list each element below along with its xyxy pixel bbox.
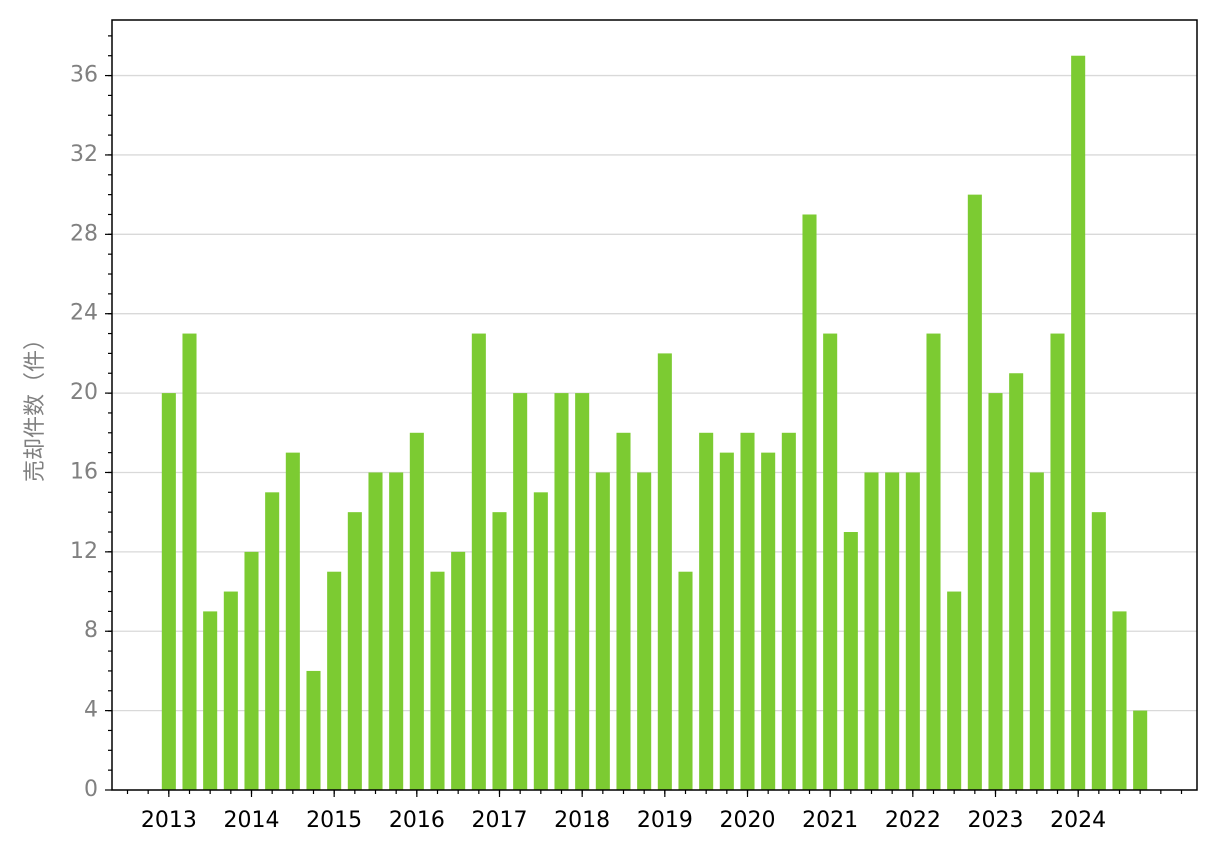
bar <box>823 333 838 790</box>
y-tick-label: 4 <box>84 698 98 723</box>
x-tick-label: 2017 <box>472 808 528 833</box>
bar <box>1133 710 1148 790</box>
bar <box>967 194 982 791</box>
bar <box>182 333 197 790</box>
bar <box>843 532 858 790</box>
bar <box>492 512 507 790</box>
bar <box>244 551 259 790</box>
bar <box>513 393 528 790</box>
bar <box>368 472 383 790</box>
y-axis-label: 売却件数（件） <box>23 328 48 482</box>
bar <box>637 472 652 790</box>
y-tick-label: 28 <box>70 221 98 246</box>
bar <box>657 353 672 790</box>
bar <box>781 432 796 790</box>
y-tick-label: 12 <box>70 539 98 564</box>
x-tick-label: 2015 <box>306 808 362 833</box>
bar <box>988 393 1003 790</box>
y-tick-label: 32 <box>70 142 98 167</box>
bar <box>1112 611 1127 790</box>
y-tick-label: 20 <box>70 380 98 405</box>
bar <box>1071 55 1086 790</box>
y-tick-label: 36 <box>70 63 98 88</box>
y-tick-label: 0 <box>84 777 98 802</box>
bar <box>285 452 300 790</box>
x-tick-label: 2022 <box>885 808 941 833</box>
bar <box>203 611 218 790</box>
bar <box>471 333 486 790</box>
bar <box>430 571 445 790</box>
bar <box>306 670 321 790</box>
x-tick-label: 2024 <box>1050 808 1106 833</box>
y-tick-label: 16 <box>70 459 98 484</box>
x-tick-label: 2021 <box>802 808 858 833</box>
y-tick-label: 8 <box>84 618 98 643</box>
bar <box>719 452 734 790</box>
bar <box>575 393 590 790</box>
bar <box>740 432 755 790</box>
bar <box>616 432 631 790</box>
x-tick-label: 2016 <box>389 808 445 833</box>
bar <box>327 571 342 790</box>
x-tick-label: 2014 <box>224 808 280 833</box>
bar <box>161 393 176 790</box>
x-tick-label: 2018 <box>554 808 610 833</box>
bar <box>905 472 920 790</box>
bar <box>761 452 776 790</box>
bar <box>802 214 817 790</box>
bar <box>1091 512 1106 790</box>
bar <box>885 472 900 790</box>
bar <box>864 472 879 790</box>
x-tick-label: 2013 <box>141 808 197 833</box>
bar <box>451 551 466 790</box>
bar <box>926 333 941 790</box>
x-tick-label: 2020 <box>720 808 776 833</box>
x-tick-label: 2019 <box>637 808 693 833</box>
bar <box>699 432 714 790</box>
bar <box>533 492 548 790</box>
bar <box>1050 333 1065 790</box>
bar <box>1029 472 1044 790</box>
bar <box>409 432 424 790</box>
bar <box>347 512 362 790</box>
plot-frame <box>111 19 1198 791</box>
bar <box>947 591 962 790</box>
bar <box>595 472 610 790</box>
bar <box>678 571 693 790</box>
bar <box>265 492 280 790</box>
x-tick-label: 2023 <box>968 808 1024 833</box>
bar <box>554 393 569 790</box>
bar <box>223 591 238 790</box>
bar <box>389 472 404 790</box>
bar <box>1009 373 1024 790</box>
y-tick-label: 24 <box>70 301 98 326</box>
